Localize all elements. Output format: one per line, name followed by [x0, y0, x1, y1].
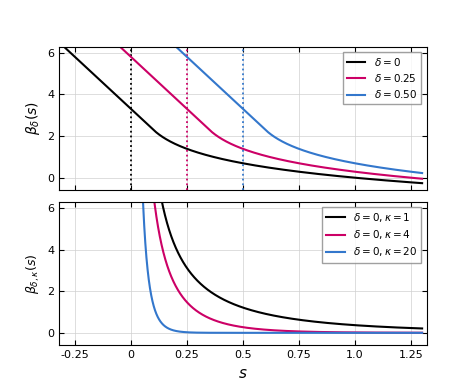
Y-axis label: $\beta_\delta(s)$: $\beta_\delta(s)$ [24, 101, 42, 135]
X-axis label: s: s [239, 366, 247, 381]
Legend: $\delta = 0, \kappa = 1$, $\delta = 0, \kappa = 4$, $\delta = 0, \kappa = 20$: $\delta = 0, \kappa = 1$, $\delta = 0, \… [322, 207, 421, 263]
Legend: $\delta = 0$, $\delta = 0.25$, $\delta = 0.50$: $\delta = 0$, $\delta = 0.25$, $\delta =… [343, 52, 421, 104]
Y-axis label: $\beta_{\delta,\kappa}(s)$: $\beta_{\delta,\kappa}(s)$ [25, 253, 42, 294]
